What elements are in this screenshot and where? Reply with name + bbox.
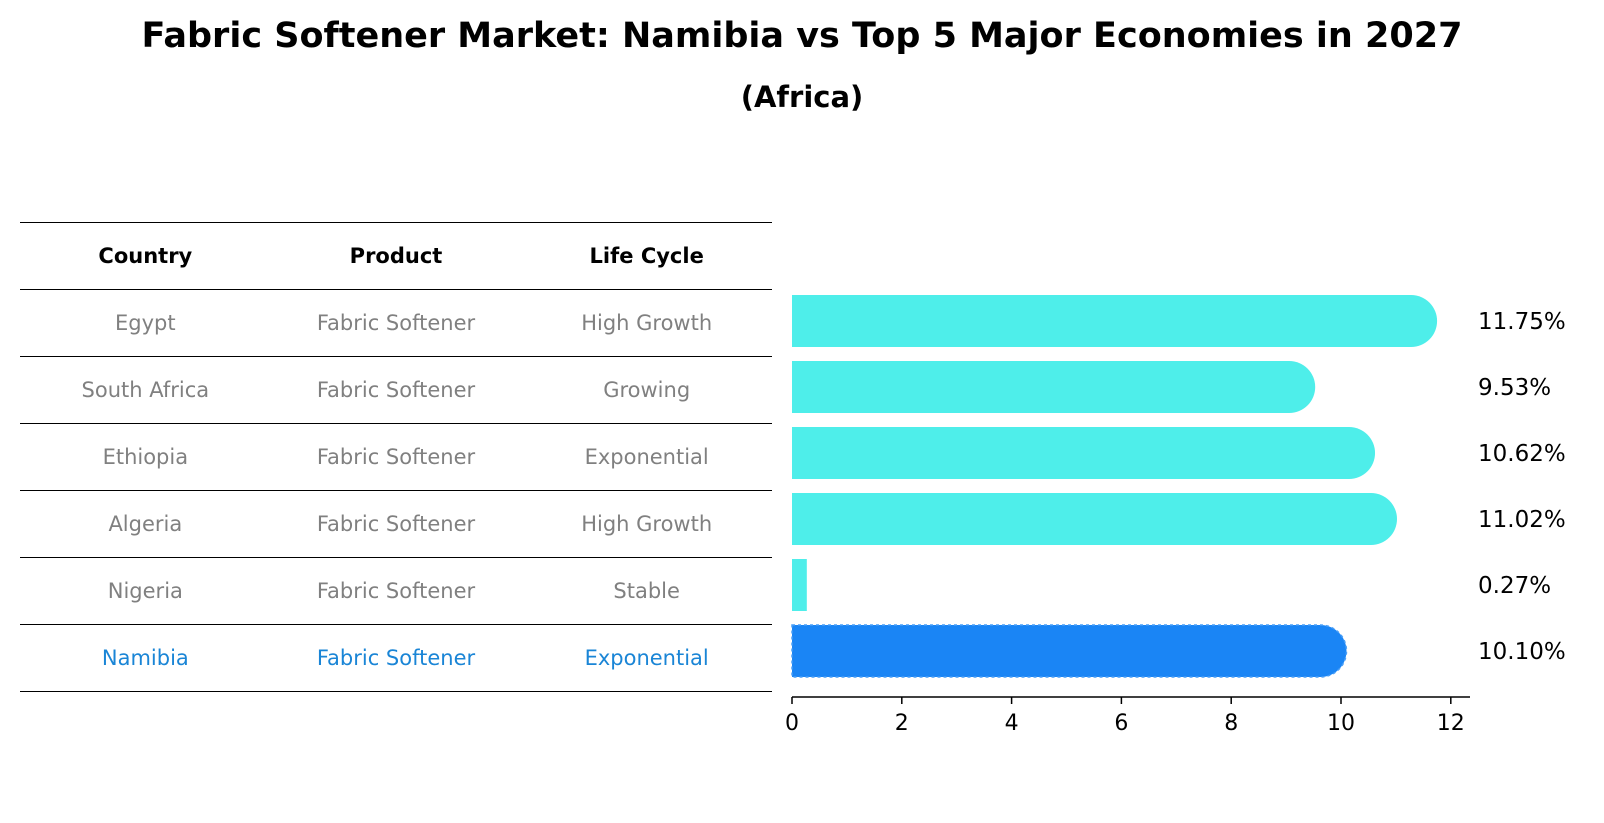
header-product: Product xyxy=(349,244,443,268)
x-tick-label: 8 xyxy=(1224,711,1238,736)
table-row: Nigeria Fabric Softener Stable xyxy=(20,558,772,625)
x-tick-label: 4 xyxy=(1005,711,1019,736)
x-tick-label: 10 xyxy=(1327,711,1355,736)
table-row: South Africa Fabric Softener Growing xyxy=(20,357,772,424)
chart-title: Fabric Softener Market: Namibia vs Top 5… xyxy=(141,16,1463,56)
bar-ethiopia xyxy=(792,427,1376,479)
bar-south-africa xyxy=(792,361,1316,413)
table-row: Egypt Fabric Softener High Growth xyxy=(20,290,772,357)
cell-country: Ethiopia xyxy=(102,445,189,469)
value-label: 0.27% xyxy=(1478,573,1551,599)
cell-life-cycle: Exponential xyxy=(584,646,709,670)
cell-life-cycle: High Growth xyxy=(581,311,713,335)
x-tick-label: 6 xyxy=(1114,711,1128,736)
cell-product: Fabric Softener xyxy=(316,579,476,603)
cell-country: Egypt xyxy=(115,311,176,335)
bar-algeria xyxy=(792,493,1397,545)
header-life-cycle: Life Cycle xyxy=(589,244,704,268)
value-label: 11.75% xyxy=(1478,309,1566,335)
cell-life-cycle: Exponential xyxy=(584,445,709,469)
cell-country: South Africa xyxy=(81,378,210,402)
cell-country: Namibia xyxy=(101,646,189,670)
value-label: 9.53% xyxy=(1478,375,1551,401)
table-row: Ethiopia Fabric Softener Exponential xyxy=(20,424,772,491)
x-tick-label: 12 xyxy=(1437,711,1465,736)
cell-country: Algeria xyxy=(108,512,183,536)
chart-subtitle: (Africa) xyxy=(740,80,864,114)
table-row: Algeria Fabric Softener High Growth xyxy=(20,491,772,558)
bar-egypt xyxy=(792,295,1438,347)
cell-product: Fabric Softener xyxy=(316,445,476,469)
cell-life-cycle: High Growth xyxy=(581,512,713,536)
cell-product: Fabric Softener xyxy=(316,311,476,335)
cell-life-cycle: Stable xyxy=(613,579,680,603)
table-header-row: Country Product Life Cycle xyxy=(20,222,772,290)
header-country: Country xyxy=(98,244,193,268)
x-tick-label: 0 xyxy=(785,711,799,736)
x-tick-label: 2 xyxy=(895,711,909,736)
cell-product: Fabric Softener xyxy=(316,646,476,670)
cell-country: Nigeria xyxy=(107,579,183,603)
data-table: Country Product Life Cycle Egypt Fabric … xyxy=(20,222,772,692)
value-label: 10.62% xyxy=(1478,441,1566,467)
cell-product: Fabric Softener xyxy=(316,378,476,402)
bar-namibia xyxy=(791,624,1348,678)
value-label: 11.02% xyxy=(1478,507,1566,533)
table-row-highlight: Namibia Fabric Softener Exponential xyxy=(20,625,772,692)
cell-life-cycle: Growing xyxy=(603,378,691,402)
value-label: 10.10% xyxy=(1478,639,1566,665)
cell-product: Fabric Softener xyxy=(316,512,476,536)
bar-nigeria xyxy=(792,559,807,611)
